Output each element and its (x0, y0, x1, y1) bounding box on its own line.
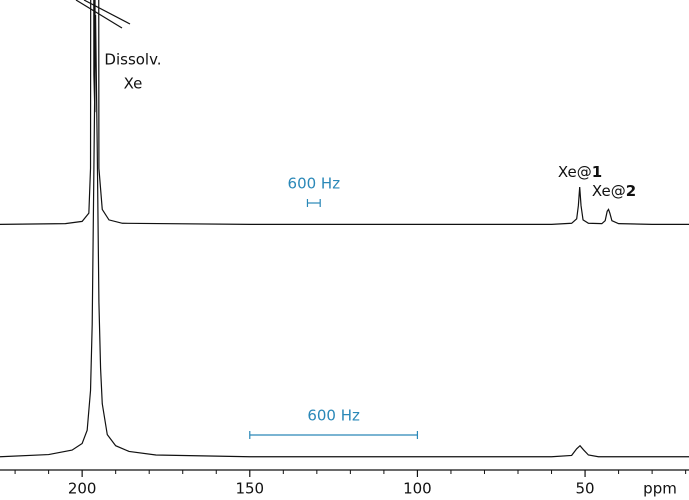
x-tick-label: 200 (68, 480, 97, 498)
annotation: Xe@1 (558, 163, 602, 181)
x-tick-label: 50 (576, 480, 595, 498)
annotation-bold: 1 (592, 163, 602, 181)
scale-bar-label: 600 Hz (288, 175, 341, 193)
scale-bar-label: 600 Hz (307, 407, 360, 425)
annotation: Dissolv. (104, 51, 161, 69)
x-axis-label: ppm (643, 480, 677, 498)
x-tick-label: 150 (235, 480, 264, 498)
annotation-text: Xe@ (592, 182, 626, 200)
spectrum-trace (0, 14, 689, 458)
annotation: Xe (124, 75, 143, 93)
annotation-bold: 2 (626, 182, 636, 200)
break-mark (75, 0, 131, 29)
annotation-text: Xe@ (558, 163, 592, 181)
x-tick-label: 100 (403, 480, 432, 498)
spectrum-trace (0, 0, 689, 225)
annotation: Xe@2 (592, 182, 636, 200)
